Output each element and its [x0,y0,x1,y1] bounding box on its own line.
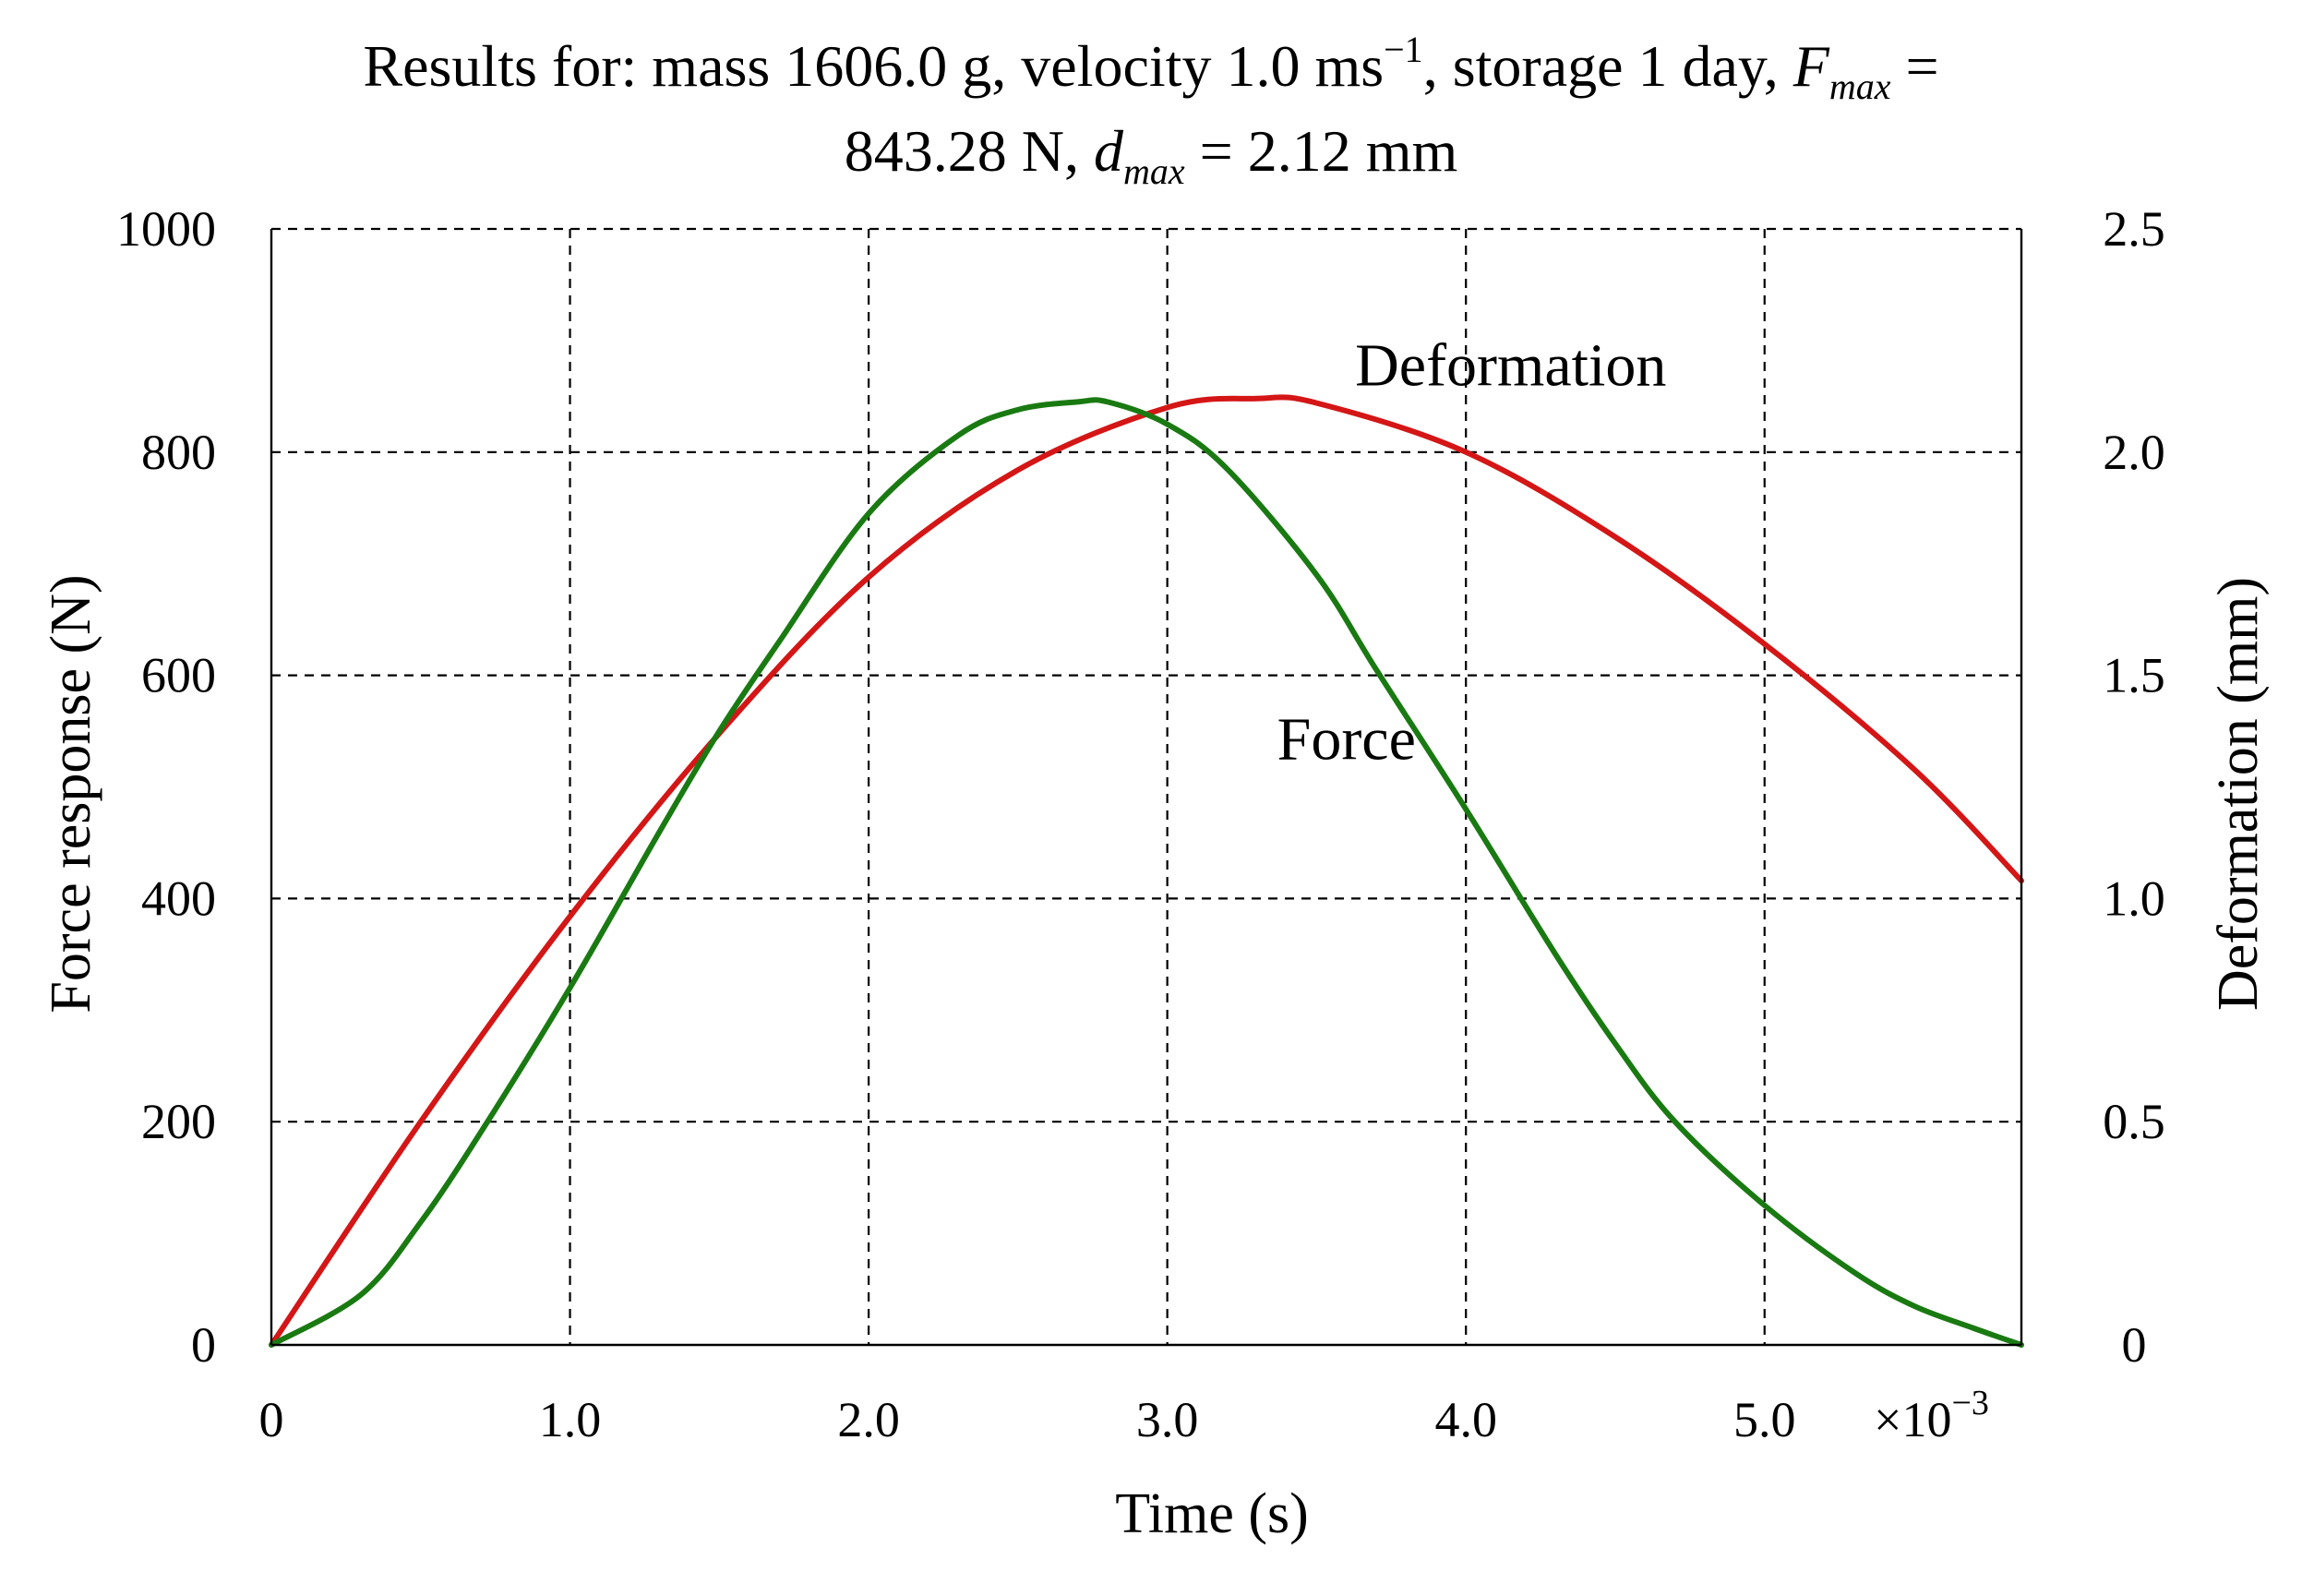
x-tick-label: 1.0 [539,1392,602,1447]
annotation-force: Force [1277,705,1416,773]
y-tick-label-left: 800 [141,425,216,480]
y-tick-label-left: 0 [191,1317,216,1373]
y-tick-label-right: 2.5 [2103,201,2165,257]
tick-labels: 0 1.0 2.0 3.0 4.0 5.0 0 200 400 600 800 1000 0 0.5 1.0… [116,201,2165,1447]
series-line-force [269,397,2024,1348]
y-axis-label-right: Deformation (mm) [2207,577,2270,1011]
series-lines [269,394,2024,1348]
x-tick-label: 3.0 [1136,1392,1199,1447]
grid-lines [271,227,2021,1345]
x-axis-label: Time (s) [1115,1482,1309,1545]
y-tick-label-left: 600 [141,648,216,703]
y-axis-label-left: Force response (N) [40,574,102,1013]
y-tick-label-left: 400 [141,870,216,926]
y-tick-label-left: 200 [141,1094,216,1149]
x-tick-label: 0 [259,1392,284,1447]
y-tick-label-right: 0.5 [2103,1094,2165,1149]
y-tick-label-left: 1000 [116,201,216,257]
y-tick-label-right: 2.0 [2103,425,2165,480]
chart-title-line-2: 843.28 N, dmax = 2.12 mm [845,118,1458,192]
chart-title-line-1: Results for: mass 1606.0 g, velocity 1.0… [363,29,1938,107]
x-tick-label: 5.0 [1733,1392,1796,1447]
series-annotations: Deformation Force [1277,331,1667,773]
series-line-deformation [269,394,2024,1348]
y-tick-label-right: 0 [2122,1317,2147,1373]
annotation-deformation: Deformation [1355,331,1666,399]
x-axis-multiplier: ×10−3 [1874,1384,1989,1447]
x-tick-label: 2.0 [837,1392,900,1447]
y-tick-label-right: 1.0 [2103,870,2165,926]
x-tick-label: 4.0 [1434,1392,1497,1447]
axes [270,229,2023,1347]
y-tick-label-right: 1.5 [2103,648,2165,703]
